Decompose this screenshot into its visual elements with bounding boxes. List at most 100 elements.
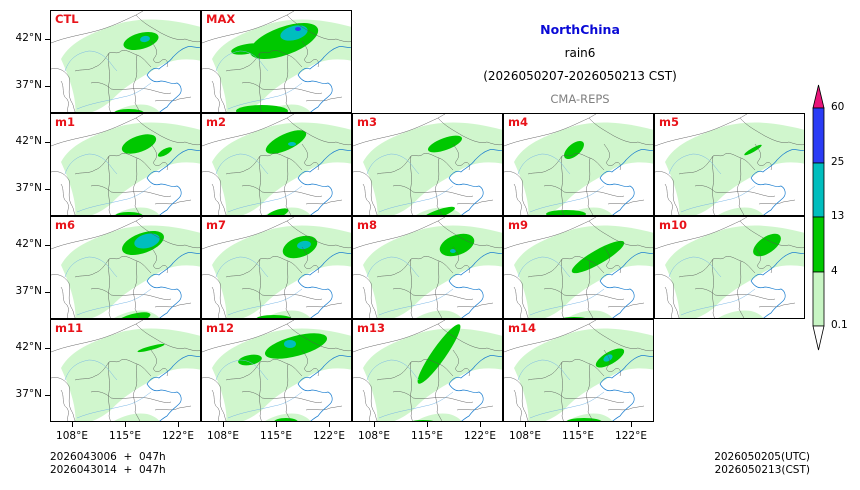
panel-label: m4 <box>508 115 528 129</box>
colorbar-label-4: 4 <box>831 265 838 277</box>
y-tick-label: 42°N <box>15 32 42 44</box>
x-tick-label: 122°E <box>162 430 194 442</box>
y-tick <box>45 395 50 396</box>
panel-m14: m14 <box>503 319 654 422</box>
colorbar-under-arrow <box>812 325 825 351</box>
y-tick-label: 37°N <box>15 388 42 400</box>
panel-label: m5 <box>659 115 679 129</box>
region-title: NorthChina <box>540 22 620 37</box>
panel-m13: m13 <box>352 319 503 422</box>
x-tick <box>631 422 632 427</box>
panel-ctl: CTL <box>50 10 201 113</box>
colorbar-over-arrow <box>812 84 825 109</box>
panel-label: CTL <box>55 12 79 26</box>
panel-label: m10 <box>659 218 687 232</box>
precip-map <box>51 114 200 215</box>
y-tick <box>45 189 50 190</box>
precip-map <box>202 11 351 112</box>
y-tick <box>45 348 50 349</box>
y-tick <box>45 142 50 143</box>
init-time-line-1: 2026043006 + 047h <box>50 451 166 463</box>
variable-title: rain6 <box>564 46 596 60</box>
valid-time-utc: 2026050205(UTC) <box>714 451 810 463</box>
x-tick <box>223 422 224 427</box>
x-tick-label: 108°E <box>56 430 88 442</box>
precip-map <box>51 217 200 318</box>
panel-m5: m5 <box>654 113 805 216</box>
precip-map <box>504 217 653 318</box>
panel-m11: m11 <box>50 319 201 422</box>
panel-m12: m12 <box>201 319 352 422</box>
precip-map <box>353 217 502 318</box>
precip-map <box>202 114 351 215</box>
panel-label: m7 <box>206 218 226 232</box>
panel-label: m14 <box>508 321 536 335</box>
precip-map <box>504 320 653 421</box>
panel-label: m6 <box>55 218 75 232</box>
panel-m6: m6 <box>50 216 201 319</box>
y-tick <box>45 292 50 293</box>
panel-label: m3 <box>357 115 377 129</box>
panel-max: MAX <box>201 10 352 113</box>
panel-label: m1 <box>55 115 75 129</box>
x-tick <box>125 422 126 427</box>
y-tick <box>45 86 50 87</box>
y-tick-label: 42°N <box>15 135 42 147</box>
x-tick <box>72 422 73 427</box>
panel-m7: m7 <box>201 216 352 319</box>
x-tick <box>480 422 481 427</box>
precip-map <box>655 114 804 215</box>
model-title: CMA-REPS <box>550 92 610 106</box>
panel-label: m13 <box>357 321 385 335</box>
x-tick-label: 108°E <box>509 430 541 442</box>
y-tick-label: 42°N <box>15 341 42 353</box>
x-tick <box>427 422 428 427</box>
panel-m2: m2 <box>201 113 352 216</box>
y-tick-label: 37°N <box>15 285 42 297</box>
panel-label: m9 <box>508 218 528 232</box>
panel-m1: m1 <box>50 113 201 216</box>
x-tick-label: 122°E <box>313 430 345 442</box>
precip-map <box>51 11 200 112</box>
precip-map <box>655 217 804 318</box>
x-tick-label: 108°E <box>207 430 239 442</box>
precip-map <box>202 320 351 421</box>
y-tick-label: 42°N <box>15 238 42 250</box>
panel-m9: m9 <box>503 216 654 319</box>
x-tick-label: 115°E <box>260 430 292 442</box>
y-tick <box>45 39 50 40</box>
x-tick-label: 108°E <box>358 430 390 442</box>
x-tick-label: 122°E <box>464 430 496 442</box>
period-title: (2026050207-2026050213 CST) <box>483 69 677 83</box>
x-tick <box>276 422 277 427</box>
x-tick <box>578 422 579 427</box>
panel-label: m8 <box>357 218 377 232</box>
y-tick <box>45 245 50 246</box>
precip-map <box>353 114 502 215</box>
precip-map <box>202 217 351 318</box>
panel-m4: m4 <box>503 113 654 216</box>
x-tick <box>374 422 375 427</box>
precip-map <box>504 114 653 215</box>
panel-m10: m10 <box>654 216 805 319</box>
colorbar-label-25: 25 <box>831 156 845 168</box>
init-time-line-2: 2026043014 + 047h <box>50 464 166 476</box>
precip-map <box>51 320 200 421</box>
colorbar-label-0.1: 0.1 <box>831 319 848 331</box>
x-tick <box>329 422 330 427</box>
panel-label: MAX <box>206 12 236 26</box>
x-tick <box>525 422 526 427</box>
panel-m8: m8 <box>352 216 503 319</box>
colorbar <box>812 84 825 351</box>
panel-label: m11 <box>55 321 83 335</box>
y-tick-label: 37°N <box>15 79 42 91</box>
valid-time-cst: 2026050213(CST) <box>714 464 810 476</box>
x-tick-label: 115°E <box>109 430 141 442</box>
colorbar-label-13: 13 <box>831 210 845 222</box>
colorbar-label-60: 60 <box>831 101 845 113</box>
panel-label: m12 <box>206 321 234 335</box>
x-tick-label: 115°E <box>411 430 443 442</box>
x-tick <box>178 422 179 427</box>
x-tick-label: 122°E <box>615 430 647 442</box>
panel-m3: m3 <box>352 113 503 216</box>
